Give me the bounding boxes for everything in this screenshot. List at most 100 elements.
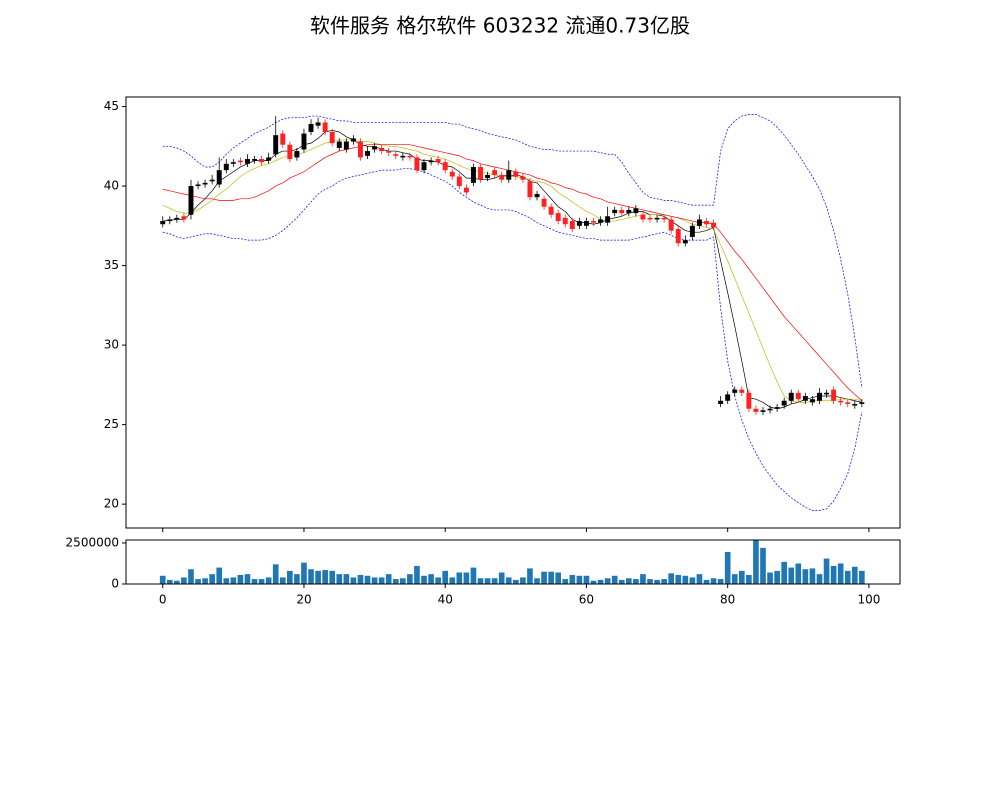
volume-bar [188,569,194,584]
volume-bar [272,564,279,584]
candle-body [661,217,667,220]
candle-body [689,225,695,237]
volume-bar [315,570,321,584]
candle-body [788,392,794,401]
candle-body [802,395,808,401]
volume-bar [435,577,441,584]
volume-bar [230,577,237,584]
candle-body [859,402,865,404]
volume-bar [640,574,646,584]
volume-bar [202,578,208,584]
candle-body [188,186,194,215]
candle-body [322,122,328,132]
candle-body [393,154,399,156]
candle-body [682,240,688,244]
candle-body [365,151,370,156]
y-tick-label: 40 [104,179,119,193]
candle-body [400,155,406,158]
candle-body [696,219,702,226]
candle-body [831,389,837,401]
candle-body [273,135,279,155]
x-tick-label: 0 [159,593,167,607]
indicator-line [162,144,863,402]
candle-body [244,159,250,164]
volume-bar [682,575,689,584]
volume-bar [809,568,816,584]
candle-body [746,392,752,409]
candle-body [167,219,173,222]
candle-body [209,179,215,182]
volume-bar [618,579,625,584]
candle-body [732,389,738,393]
candle-body [619,209,625,214]
candle-body [576,221,582,226]
volume-bar [470,567,477,584]
candle-body [767,408,773,411]
volume-bar [428,574,434,584]
volume-bar [604,578,611,584]
candle-body [470,166,476,183]
volume-bar [258,579,265,584]
candle-body [287,144,293,160]
candle-body [252,159,258,161]
y-tick-label: 2500000 [66,535,119,549]
volume-bar [738,570,745,584]
volume-bar [308,569,314,584]
volume-bar [407,574,413,584]
volume-bar [760,547,766,584]
volume-bar [181,577,187,584]
volume-bar [675,574,682,584]
volume-bar [654,579,660,584]
candle-body [343,141,349,150]
candle-body [555,213,561,222]
candle-body [718,400,724,404]
volume-bar [527,568,533,584]
candle-body [612,209,618,214]
indicator-line [162,139,862,403]
candle-body [237,160,243,163]
candle-body [534,194,540,198]
volume-bar [195,579,201,584]
candle-body [280,133,286,145]
candle-body [640,214,646,220]
volume-bar [696,574,703,584]
candle-body [478,166,483,180]
candle-body [760,410,766,412]
volume-bar [336,574,343,584]
volume-bar [823,558,830,584]
candle-body [216,170,222,185]
volume-bar [237,574,244,584]
volume-bar [400,578,406,584]
volume-bar [583,575,590,584]
x-tick-label: 20 [296,593,311,607]
volume-bar [689,577,696,584]
volume-bar [322,570,328,584]
volume-bar [830,565,837,584]
volume-bar [851,566,858,584]
axes-frame [125,96,901,529]
volume-bar [767,572,773,584]
candle-body [266,157,272,161]
volume-bar [816,574,823,584]
candle-body [499,174,505,180]
x-tick-label: 80 [720,593,735,607]
volume-bar [364,575,371,584]
volume-bar [647,579,653,584]
candle-body [456,176,462,187]
volume-bar [371,577,378,584]
volume-bar [724,551,731,584]
volume-bar [223,578,230,584]
volume-bar [576,575,583,584]
candle-body [838,400,844,403]
candle-body [569,221,575,230]
candle-body [633,208,639,214]
candle-body [824,392,830,395]
volume-bar [668,573,675,584]
candle-body [513,171,519,177]
volume-bar [859,570,865,584]
candle-body [809,399,815,403]
volume-bar [463,572,470,584]
volume-bar [590,580,597,584]
candle-body [541,198,547,207]
